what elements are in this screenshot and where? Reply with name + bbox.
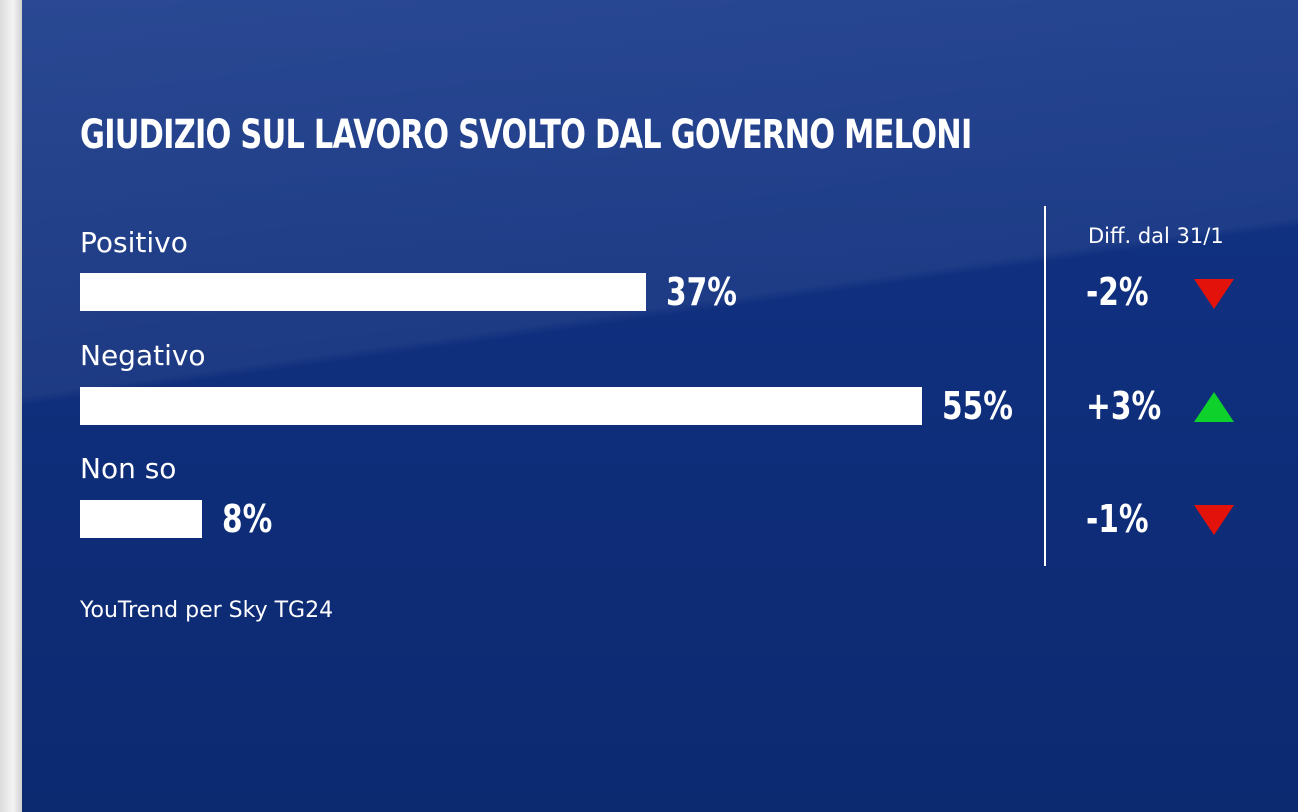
category-label-positivo: Positivo [80, 226, 188, 259]
bar-non-so [80, 500, 202, 538]
value-label-negativo: 55% [942, 384, 1013, 428]
bar-positivo [80, 273, 646, 311]
value-label-positivo: 37% [666, 270, 737, 314]
source-credit: YouTrend per Sky TG24 [80, 598, 334, 623]
category-label-negativo: Negativo [80, 339, 206, 372]
up-arrow-icon [1194, 392, 1234, 422]
diff-value-negativo: +3% [1086, 384, 1162, 428]
diff-value-non-so: -1% [1086, 497, 1149, 541]
background-sheen [22, 0, 1298, 415]
diff-value-positivo: -2% [1086, 270, 1149, 314]
diff-header: Diff. dal 31/1 [1088, 224, 1224, 248]
column-divider [1044, 206, 1046, 566]
down-arrow-icon [1194, 279, 1234, 309]
chart-title: GIUDIZIO SUL LAVORO SVOLTO DAL GOVERNO M… [80, 112, 972, 158]
bar-negativo [80, 387, 922, 425]
category-label-non-so: Non so [80, 452, 177, 485]
chart-panel: GIUDIZIO SUL LAVORO SVOLTO DAL GOVERNO M… [22, 0, 1298, 812]
down-arrow-icon [1194, 505, 1234, 535]
value-label-non-so: 8% [222, 497, 273, 541]
left-edge-strip [0, 0, 22, 812]
